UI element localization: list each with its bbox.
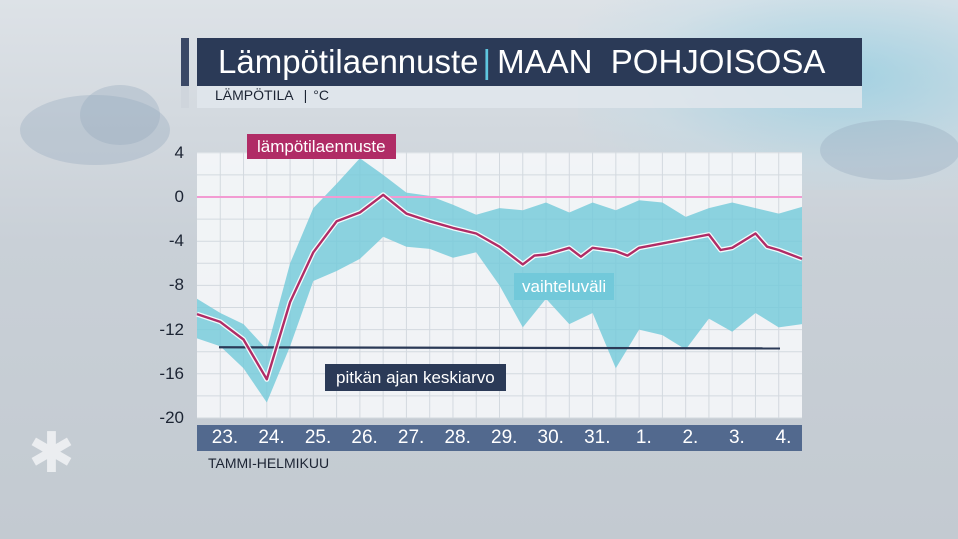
cloud-decoration xyxy=(80,85,160,145)
x-tick-label: 31. xyxy=(584,427,611,448)
y-tick-label: -20 xyxy=(159,408,184,427)
x-tick-label: 1. xyxy=(635,427,652,448)
y-tick-label: 4 xyxy=(174,142,184,162)
chart-title: Lämpötilaennuste | MAAN POHJOISOSA xyxy=(218,43,825,81)
title-main: Lämpötilaennuste xyxy=(218,43,479,80)
x-axis-label: TAMMI-HELMIKUU xyxy=(208,455,330,471)
y-tick-label: -4 xyxy=(168,231,184,251)
y-tick-label: 0 xyxy=(174,187,184,206)
x-tick-label: 23. xyxy=(211,427,239,448)
average-line xyxy=(218,346,781,350)
cloud-decoration xyxy=(20,95,170,165)
x-tick-label: 26. xyxy=(351,427,378,448)
title-separator: | xyxy=(482,43,492,80)
subtitle-accent xyxy=(181,86,189,108)
snowflake-icon: ✱ xyxy=(28,421,75,484)
forecast-label: lämpötilaennuste xyxy=(247,134,396,159)
title-region: MAAN POHJOISOSA xyxy=(497,43,826,80)
y-tick-label: -12 xyxy=(159,319,184,339)
average-label: pitkän ajan keskiarvo xyxy=(325,364,506,391)
cloud-decoration xyxy=(820,120,958,180)
subtitle-bar xyxy=(197,86,862,108)
x-tick-label: 24. xyxy=(258,427,285,448)
x-tick-label: 29. xyxy=(491,427,518,448)
title-accent xyxy=(181,38,189,86)
chart-subtitle: LÄMPÖTILA | °C xyxy=(215,87,329,103)
x-tick-label: 3. xyxy=(728,427,745,448)
y-unit-label: °C xyxy=(313,87,329,103)
y-quantity-label: LÄMPÖTILA xyxy=(215,87,294,103)
x-tick-label: 25. xyxy=(304,427,332,448)
x-tick-label: 4. xyxy=(775,427,792,448)
subtitle-separator: | xyxy=(303,87,308,103)
y-tick-label: -8 xyxy=(168,275,184,295)
x-tick-label: 2. xyxy=(682,427,699,448)
x-tick-label: 30. xyxy=(537,427,564,448)
forecast-line xyxy=(196,193,803,381)
date-axis-bar xyxy=(197,425,802,451)
y-tick-label: -16 xyxy=(159,363,184,383)
title-bar xyxy=(197,38,862,86)
x-tick-label: 27. xyxy=(397,427,425,448)
x-tick-label: 28. xyxy=(444,427,471,448)
range-label: vaihteluväli xyxy=(514,273,615,300)
